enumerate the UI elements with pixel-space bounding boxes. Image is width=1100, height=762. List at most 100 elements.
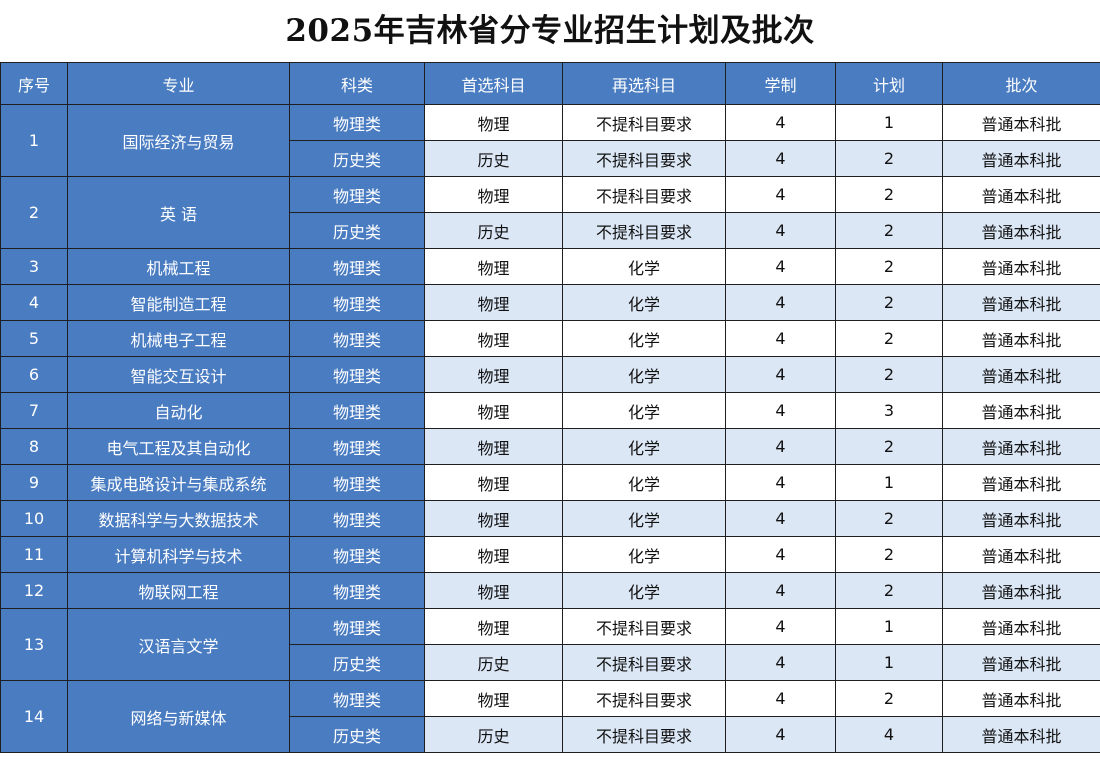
table-row: 1 国际经济与贸易 物理类 物理 不提科目要求 4 1 普通本科批 <box>0 104 1100 177</box>
cell-first-subject: 物理 <box>424 392 563 429</box>
cell-first-subject: 物理 <box>424 104 563 141</box>
cell-no: 1 <box>0 104 68 177</box>
cell-plan: 1 <box>835 464 943 501</box>
cell-major: 汉语言文学 <box>67 608 290 681</box>
cell-plan: 2 <box>835 248 943 285</box>
cell-plan: 2 <box>835 140 943 177</box>
cell-major: 网络与新媒体 <box>67 680 290 753</box>
cell-years: 4 <box>725 716 836 753</box>
cell-batch: 普通本科批 <box>942 644 1100 681</box>
cell-first-subject: 物理 <box>424 680 563 717</box>
cell-type: 物理类 <box>289 680 425 717</box>
cell-no: 12 <box>0 572 68 609</box>
cell-major: 机械电子工程 <box>67 320 290 357</box>
cell-no: 5 <box>0 320 68 357</box>
cell-plan: 2 <box>835 176 943 213</box>
cell-second-subject: 不提科目要求 <box>562 608 726 645</box>
cell-plan: 2 <box>835 572 943 609</box>
cell-second-subject: 不提科目要求 <box>562 212 726 249</box>
cell-first-subject: 物理 <box>424 176 563 213</box>
table-row: 历史类 历史 不提科目要求 4 2 普通本科批 <box>1 212 1100 249</box>
cell-first-subject: 物理 <box>424 464 563 501</box>
cell-years: 4 <box>725 248 836 285</box>
header-plan: 计划 <box>835 62 943 105</box>
cell-first-subject: 历史 <box>424 644 563 681</box>
cell-no: 4 <box>0 284 68 321</box>
cell-plan: 2 <box>835 428 943 465</box>
cell-major: 智能交互设计 <box>67 356 290 393</box>
cell-first-subject: 物理 <box>424 572 563 609</box>
cell-type: 历史类 <box>289 140 425 177</box>
header-first-subject: 首选科目 <box>424 62 563 105</box>
cell-type: 物理类 <box>289 320 425 357</box>
cell-first-subject: 历史 <box>424 212 563 249</box>
header-years: 学制 <box>725 62 836 105</box>
cell-batch: 普通本科批 <box>942 680 1100 717</box>
cell-plan: 2 <box>835 356 943 393</box>
cell-years: 4 <box>725 680 836 717</box>
cell-second-subject: 化学 <box>562 428 726 465</box>
cell-years: 4 <box>725 536 836 573</box>
table-row: 13 汉语言文学 物理类 物理 不提科目要求 4 1 普通本科批 <box>0 608 1100 681</box>
cell-major: 机械工程 <box>67 248 290 285</box>
enrollment-plan-table: 序号 专业 科类 首选科目 再选科目 学制 计划 批次 1 国际经济与贸易 物理类物… <box>0 62 1100 753</box>
table-row: 9 集成电路设计与集成系统 物理类 物理 化学 4 1 普通本科批 <box>0 464 1100 501</box>
cell-second-subject: 化学 <box>562 248 726 285</box>
cell-type: 物理类 <box>289 248 425 285</box>
cell-batch: 普通本科批 <box>942 176 1100 213</box>
cell-type: 物理类 <box>289 284 425 321</box>
header-type: 科类 <box>289 62 425 105</box>
cell-type: 物理类 <box>289 608 425 645</box>
cell-years: 4 <box>725 212 836 249</box>
cell-plan: 2 <box>835 536 943 573</box>
table-row: 7 自动化 物理类 物理 化学 4 3 普通本科批 <box>0 392 1100 429</box>
cell-major: 智能制造工程 <box>67 284 290 321</box>
cell-years: 4 <box>725 392 836 429</box>
cell-type: 物理类 <box>289 104 425 141</box>
cell-batch: 普通本科批 <box>942 284 1100 321</box>
cell-years: 4 <box>725 176 836 213</box>
cell-years: 4 <box>725 320 836 357</box>
cell-plan: 2 <box>835 212 943 249</box>
cell-no: 8 <box>0 428 68 465</box>
cell-years: 4 <box>725 464 836 501</box>
cell-second-subject: 化学 <box>562 464 726 501</box>
cell-type: 物理类 <box>289 572 425 609</box>
cell-batch: 普通本科批 <box>942 464 1100 501</box>
cell-major: 英 语 <box>67 176 290 249</box>
cell-plan: 1 <box>835 104 943 141</box>
cell-plan: 3 <box>835 392 943 429</box>
header-major: 专业 <box>67 62 290 105</box>
cell-first-subject: 物理 <box>424 248 563 285</box>
cell-batch: 普通本科批 <box>942 212 1100 249</box>
cell-years: 4 <box>725 608 836 645</box>
cell-batch: 普通本科批 <box>942 320 1100 357</box>
cell-plan: 2 <box>835 284 943 321</box>
cell-no: 11 <box>0 536 68 573</box>
table-row: 4 智能制造工程 物理类 物理 化学 4 2 普通本科批 <box>0 284 1100 321</box>
cell-second-subject: 不提科目要求 <box>562 104 726 141</box>
cell-major: 电气工程及其自动化 <box>67 428 290 465</box>
cell-plan: 4 <box>835 716 943 753</box>
cell-no: 2 <box>0 176 68 249</box>
header-second-subject: 再选科目 <box>562 62 726 105</box>
cell-years: 4 <box>725 104 836 141</box>
cell-second-subject: 化学 <box>562 284 726 321</box>
cell-type: 物理类 <box>289 176 425 213</box>
cell-second-subject: 化学 <box>562 572 726 609</box>
table-row: 3 机械工程 物理类 物理 化学 4 2 普通本科批 <box>0 248 1100 285</box>
cell-second-subject: 不提科目要求 <box>562 680 726 717</box>
cell-no: 6 <box>0 356 68 393</box>
cell-second-subject: 不提科目要求 <box>562 176 726 213</box>
cell-first-subject: 物理 <box>424 608 563 645</box>
cell-plan: 2 <box>835 500 943 537</box>
cell-no: 9 <box>0 464 68 501</box>
cell-batch: 普通本科批 <box>942 572 1100 609</box>
header-batch: 批次 <box>942 62 1100 105</box>
cell-type: 历史类 <box>289 644 425 681</box>
cell-type: 历史类 <box>289 212 425 249</box>
cell-first-subject: 物理 <box>424 500 563 537</box>
page-title: 2025年吉林省分专业招生计划及批次 <box>285 13 815 49</box>
table-row: 10 数据科学与大数据技术 物理类 物理 化学 4 2 普通本科批 <box>0 500 1100 537</box>
